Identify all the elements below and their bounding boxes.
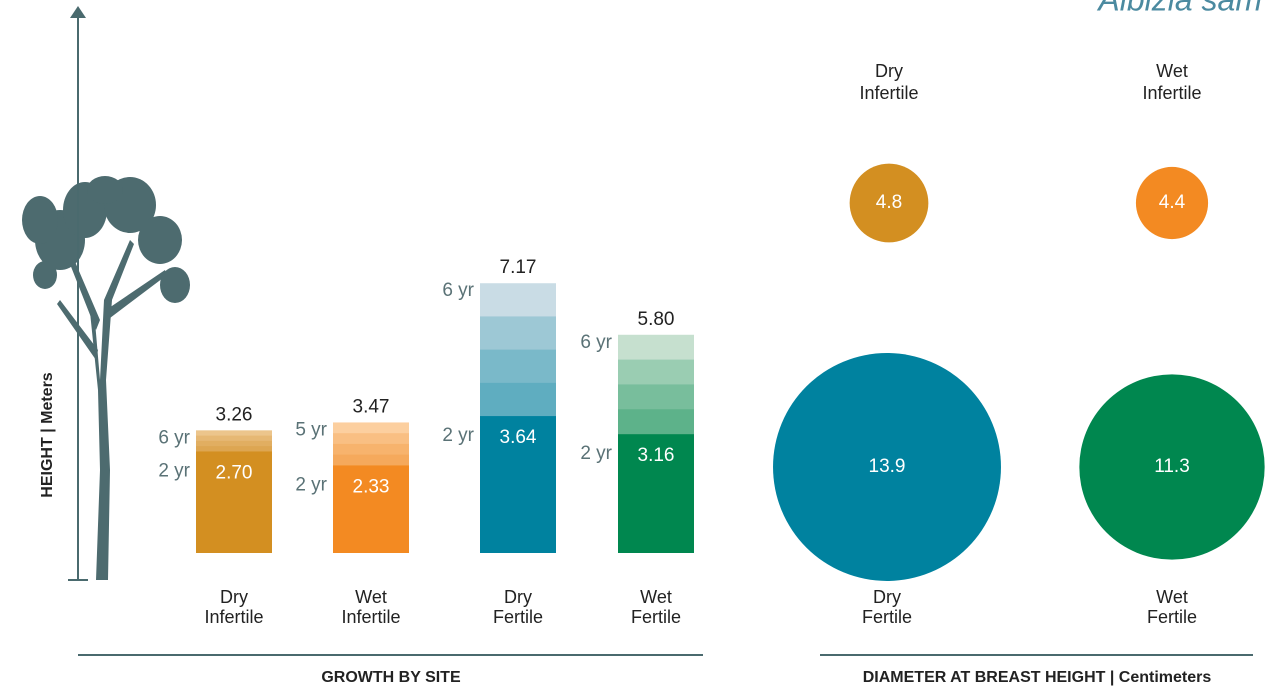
bar-early <box>618 434 694 553</box>
value-label: 11.3 <box>1154 456 1190 477</box>
age-label: 6 yr <box>442 280 474 301</box>
tree <box>22 176 190 580</box>
age-label: 2 yr <box>295 474 327 495</box>
value-label: 7.17 <box>500 257 537 278</box>
category-label: Infertile <box>1142 83 1201 103</box>
value-label: 3.64 <box>500 427 537 448</box>
growth-band <box>480 316 556 417</box>
category-label: Fertile <box>493 607 543 627</box>
age-label: 6 yr <box>158 427 190 448</box>
category-label: Infertile <box>204 607 263 627</box>
growth-band <box>618 384 694 435</box>
y-axis-arrow <box>70 6 86 18</box>
growth-band <box>618 359 694 435</box>
value-label: 3.47 <box>353 396 390 417</box>
section-title: DIAMETER AT BREAST HEIGHT | Centimeters <box>863 669 1212 686</box>
age-label: 2 yr <box>158 460 190 481</box>
growth-band <box>618 409 694 435</box>
category-label: Infertile <box>341 607 400 627</box>
value-label: 3.26 <box>216 404 253 425</box>
age-label: 6 yr <box>580 332 612 353</box>
y-axis-label: HEIGHT | Meters <box>39 372 56 497</box>
category-label: Dry <box>504 587 532 607</box>
bar-early <box>333 465 409 553</box>
growth-band <box>196 435 272 452</box>
category-label: Dry <box>220 587 248 607</box>
category-label: Wet <box>1156 587 1188 607</box>
growth-band <box>333 454 409 466</box>
category-label: Fertile <box>1147 607 1197 627</box>
value-label: 5.80 <box>638 309 675 330</box>
bubble <box>1079 374 1265 560</box>
bubble <box>849 163 929 243</box>
species-title: Albizia sam <box>1096 0 1262 17</box>
value-label: 3.16 <box>638 445 675 466</box>
growth-band <box>333 433 409 466</box>
growth-band <box>196 440 272 452</box>
age-label: 5 yr <box>295 419 327 440</box>
category-label: Wet <box>355 587 387 607</box>
value-label: 2.33 <box>353 476 390 497</box>
growth-band <box>480 382 556 417</box>
category-label: Fertile <box>862 607 912 627</box>
value-label: 4.8 <box>876 192 902 213</box>
value-label: 4.4 <box>1159 192 1186 213</box>
category-label: Wet <box>640 587 672 607</box>
bubble <box>1135 166 1209 240</box>
category-label: Dry <box>873 587 901 607</box>
category-label: Infertile <box>859 83 918 103</box>
category-label: Fertile <box>631 607 681 627</box>
bar-early <box>480 416 556 553</box>
growth-band <box>480 349 556 417</box>
bubble <box>773 353 1001 581</box>
value-label: 2.70 <box>216 462 253 483</box>
age-label: 2 yr <box>442 425 474 446</box>
growth-band <box>333 443 409 466</box>
category-label: Dry <box>875 61 903 81</box>
bar-early <box>196 451 272 553</box>
section-title: GROWTH BY SITE <box>321 669 461 686</box>
age-label: 2 yr <box>580 443 612 464</box>
value-label: 13.9 <box>869 456 906 477</box>
category-label: Wet <box>1156 61 1188 81</box>
growth-band <box>196 446 272 452</box>
